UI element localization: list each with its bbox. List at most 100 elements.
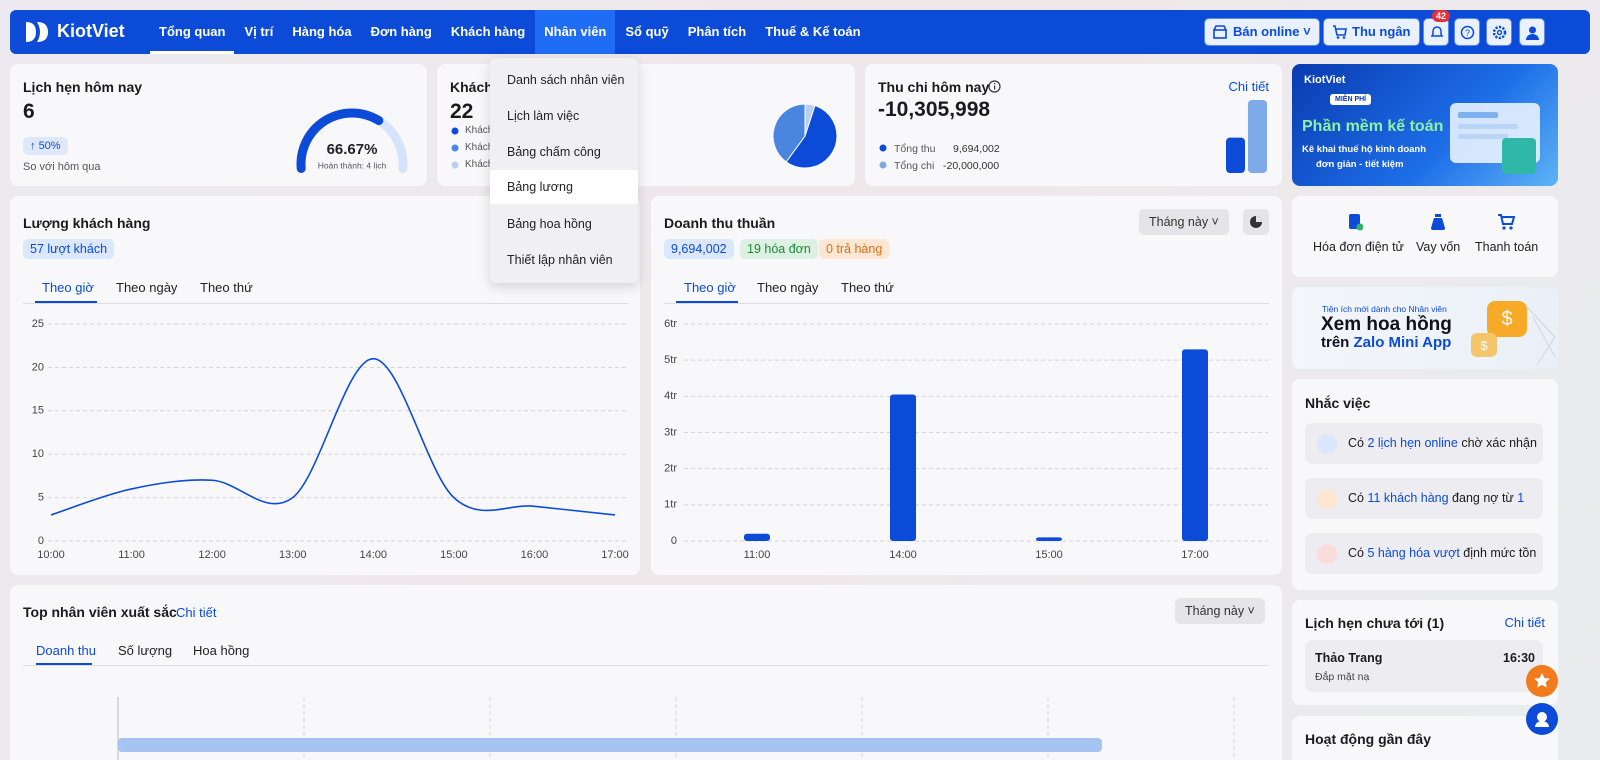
nav-item[interactable]: Sổ quỹ bbox=[625, 24, 669, 39]
legend-label: Tổng chi bbox=[894, 160, 935, 172]
detail-link[interactable]: Chi tiết bbox=[1228, 79, 1269, 94]
reminders-card: Nhắc việc Có 2 lịch hẹn online chờ xác n… bbox=[1292, 379, 1558, 590]
quick-link[interactable]: Hóa đơn điện tử bbox=[1313, 240, 1404, 254]
button-label: Thu ngân bbox=[1352, 24, 1411, 39]
tab[interactable]: Theo ngày bbox=[757, 280, 819, 295]
period-select[interactable]: Tháng này ˅ bbox=[1139, 209, 1229, 235]
tab[interactable]: Theo giờ bbox=[684, 280, 736, 295]
card-title: Lịch hẹn hôm nay bbox=[23, 79, 143, 95]
card-title: Nhắc việc bbox=[1305, 395, 1371, 411]
quick-link[interactable]: Vay vốn bbox=[1416, 240, 1461, 254]
nav-item[interactable]: Nhân viên bbox=[535, 10, 616, 54]
card-title: Top nhân viên xuất sắc bbox=[23, 604, 177, 620]
reminder-prefix: Có bbox=[1348, 491, 1364, 505]
help-button[interactable]: ? bbox=[1454, 18, 1480, 46]
nav-item[interactable]: Thuế & Kế toán bbox=[765, 24, 861, 39]
nav-items: Tổng quan Vị trí Hàng hóa Đơn hàng Khách… bbox=[150, 10, 871, 54]
tab[interactable]: Theo giờ bbox=[42, 280, 94, 295]
legend-amount: -20,000,000 bbox=[943, 160, 1000, 172]
reminder-link[interactable]: 2 lịch hẹn online bbox=[1367, 436, 1458, 450]
pie-icon bbox=[1250, 216, 1262, 228]
card-value: -10,305,998 bbox=[878, 98, 991, 121]
nav-item[interactable]: Khách hàng bbox=[450, 24, 526, 39]
quick-link[interactable]: Thanh toán bbox=[1475, 240, 1539, 254]
tab[interactable]: Doanh thu bbox=[36, 643, 96, 658]
revenue-card: Doanh thu thuần Tháng này ˅ 9,694,002 19… bbox=[651, 196, 1282, 575]
reminder-suffix: định mức tồn bbox=[1463, 546, 1537, 560]
reminder-item[interactable]: Có 2 lịch hẹn online chờ xác nhận bbox=[1305, 423, 1543, 464]
support-icon bbox=[1535, 712, 1549, 727]
menu-item[interactable]: Thiết lập nhân viên bbox=[507, 253, 613, 267]
appointments-card: Lịch hẹn hôm nay 6 ↑ 50% So với hôm qua bbox=[10, 64, 427, 186]
reminder-suffix: chờ xác nhận bbox=[1461, 436, 1537, 450]
tab[interactable]: Theo ngày bbox=[116, 280, 178, 295]
reminder-link[interactable]: 5 hàng hóa vượt bbox=[1367, 546, 1460, 560]
tab[interactable]: Theo thứ bbox=[841, 280, 894, 295]
coin-illustration: $$ bbox=[1471, 301, 1556, 366]
nav-item[interactable]: Phân tích bbox=[687, 24, 747, 39]
accounting-banner[interactable]: KiotViet MIỄN PHÍ Phần mềm kế toán Kê kh… bbox=[1292, 64, 1558, 186]
notification-button[interactable] bbox=[1423, 18, 1449, 46]
favorite-button[interactable] bbox=[1526, 665, 1558, 697]
nav-item[interactable]: Đơn hàng bbox=[370, 24, 432, 39]
nav-item[interactable]: Vị trí bbox=[244, 24, 274, 39]
menu-item[interactable]: Lịch làm việc bbox=[507, 109, 580, 123]
appointment-item[interactable]: Thảo Trang 16:30 Đắp mặt nạ bbox=[1305, 640, 1543, 692]
tab-underline bbox=[35, 301, 97, 303]
zalo-banner[interactable]: Tiện ích mới dành cho Nhân viên Xem hoa … bbox=[1292, 287, 1558, 369]
notification-badge: 42 bbox=[1432, 10, 1451, 22]
card-value: 22 bbox=[450, 100, 474, 123]
support-button[interactable] bbox=[1526, 703, 1558, 735]
revenue-chip: 9,694,002 bbox=[664, 239, 734, 259]
tab-separator bbox=[23, 665, 1269, 666]
loan-icon bbox=[1431, 214, 1445, 230]
card-title: Khách bbox=[450, 79, 493, 95]
reminder-item[interactable]: Có 5 hàng hóa vượt định mức tồn bbox=[1305, 533, 1543, 574]
brand: KiotViet bbox=[57, 21, 125, 41]
reminder-count[interactable]: 1 bbox=[1517, 491, 1525, 505]
shop-icon bbox=[1213, 25, 1227, 39]
upcoming-card: Lịch hẹn chưa tới (1) Chi tiết Thảo Tran… bbox=[1292, 600, 1558, 705]
detail-link[interactable]: Chi tiết bbox=[1504, 615, 1545, 630]
card-value: 6 bbox=[23, 100, 35, 123]
gear-icon bbox=[1492, 25, 1507, 40]
cashier-button[interactable]: Thu ngân bbox=[1323, 18, 1420, 46]
banner-headline: Phần mềm kế toán bbox=[1302, 118, 1444, 135]
banner-app: Zalo Mini App bbox=[1353, 334, 1452, 351]
reminder-link[interactable]: 11 khách hàng bbox=[1367, 491, 1449, 505]
legend-label: Khách bbox=[465, 142, 494, 153]
tab[interactable]: Số lượng bbox=[118, 643, 173, 658]
avatar-button[interactable] bbox=[1519, 18, 1545, 46]
tab-underline bbox=[36, 663, 92, 665]
compare-label: So với hôm qua bbox=[23, 161, 101, 173]
cashflow-card: Thu chi hôm nay Chi tiết -10,305,998 Tổn… bbox=[865, 64, 1282, 186]
banner-line: Kê khai thuế hộ kinh doanh bbox=[1302, 144, 1427, 155]
calendar-icon bbox=[1317, 434, 1337, 454]
period-select[interactable]: Tháng này ˅ bbox=[1175, 598, 1265, 624]
top-employees-card: Top nhân viên xuất sắc Chi tiết Tháng nà… bbox=[10, 585, 1282, 760]
menu-item[interactable]: Danh sách nhân viên bbox=[507, 73, 625, 87]
legend-label: Khách bbox=[465, 159, 494, 170]
customer-name: Thảo Trang bbox=[1315, 651, 1383, 665]
reminder-item[interactable]: Có 11 khách hàng đang nợ từ 1 bbox=[1305, 478, 1543, 519]
select-label: Tháng này bbox=[1185, 604, 1245, 618]
banner-tag: MIỄN PHÍ bbox=[1330, 94, 1372, 105]
count-chip: 57 lượt khách bbox=[23, 239, 115, 259]
tab[interactable]: Theo thứ bbox=[200, 280, 253, 295]
banner-illustration bbox=[1450, 103, 1540, 174]
nav-item[interactable]: Tổng quan bbox=[150, 10, 234, 54]
menu-item[interactable]: Bảng hoa hồng bbox=[507, 217, 592, 231]
invoice-icon bbox=[1349, 214, 1363, 231]
menu-item[interactable]: Bảng chấm công bbox=[507, 145, 601, 159]
settings-button[interactable] bbox=[1486, 18, 1512, 46]
tab[interactable]: Hoa hồng bbox=[193, 643, 250, 658]
online-button[interactable]: Bán online ˅ bbox=[1204, 18, 1320, 46]
nav-item[interactable]: Hàng hóa bbox=[292, 24, 352, 39]
chart-type-button[interactable] bbox=[1243, 209, 1269, 235]
staff-dropdown: Danh sách nhân viên Lịch làm việc Bảng c… bbox=[490, 58, 638, 283]
detail-link[interactable]: Chi tiết bbox=[176, 605, 217, 620]
invoice-chip: 19 hóa đơn bbox=[740, 239, 818, 259]
info-icon bbox=[988, 80, 1001, 93]
menu-item[interactable]: Bảng lương bbox=[490, 170, 638, 204]
